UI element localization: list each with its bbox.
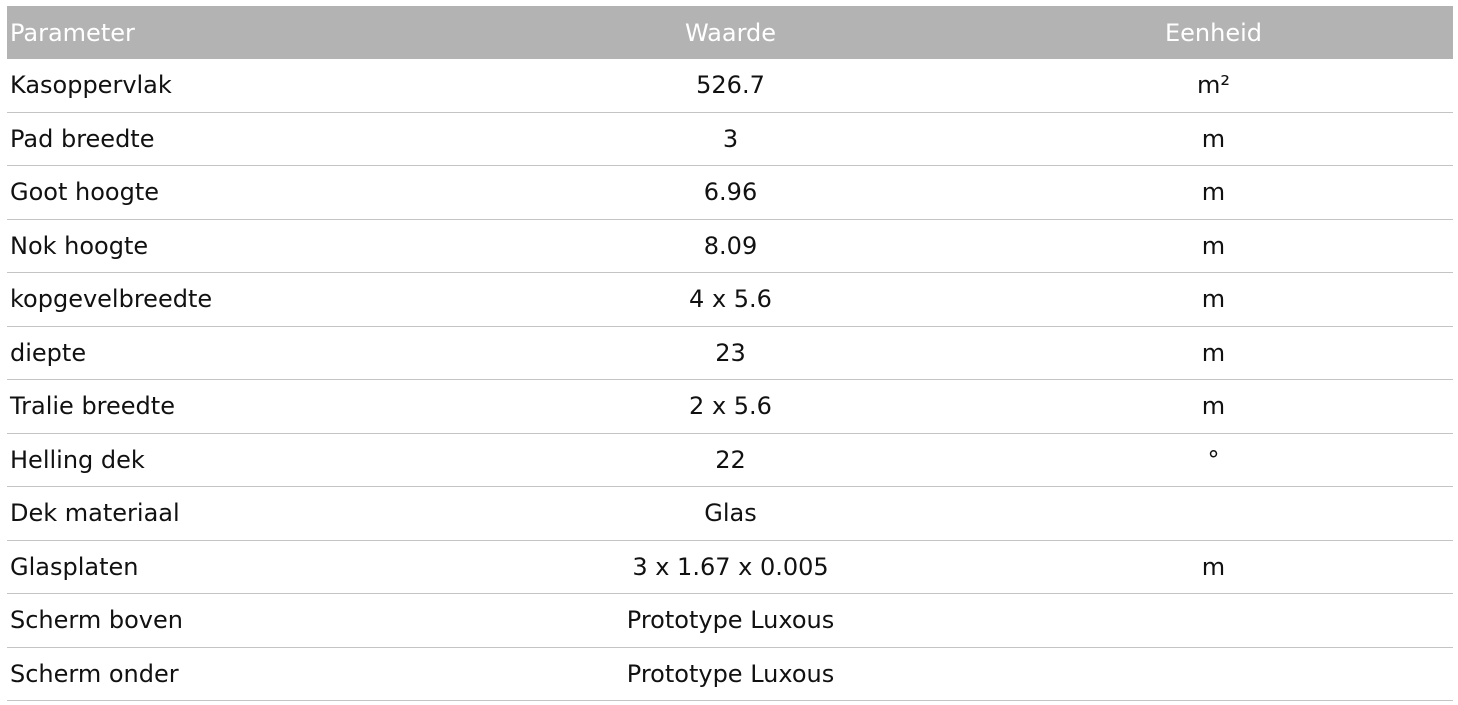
cell-parameter: Goot hoogte [10, 178, 159, 207]
cell-value: 3 [722, 124, 739, 153]
cell-unit: m [1201, 231, 1226, 260]
cell-unit: m [1201, 285, 1226, 314]
cell-parameter: Glasplaten [10, 552, 139, 581]
parameter-table: Parameter Waarde Eenheid Kasoppervlak 52… [7, 6, 1453, 701]
cell-parameter: Nok hoogte [10, 231, 149, 260]
table-row: Kasoppervlak 526.7 m² [7, 59, 1453, 113]
cell-parameter: Scherm boven [10, 606, 183, 635]
cell-value: 6.96 [703, 178, 758, 207]
table-row: Helling dek 22 ° [7, 434, 1453, 487]
header-waarde: Waarde [684, 18, 777, 47]
cell-value: 22 [715, 445, 746, 474]
cell-value: 526.7 [696, 71, 765, 100]
cell-value: 2 x 5.6 [689, 392, 772, 421]
cell-value: 23 [715, 338, 746, 367]
cell-unit: m [1201, 392, 1226, 421]
cell-value: 8.09 [703, 231, 758, 260]
cell-parameter: Helling dek [10, 445, 145, 474]
cell-parameter: diepte [10, 338, 87, 367]
header-parameter: Parameter [10, 18, 135, 47]
cell-parameter: kopgevelbreedte [10, 285, 213, 314]
cell-value: Prototype Luxous [626, 659, 835, 688]
cell-unit: m² [1197, 71, 1230, 100]
cell-parameter: Dek materiaal [10, 499, 180, 528]
table-row: Scherm onder Prototype Luxous [7, 648, 1453, 701]
cell-value: 3 x 1.67 x 0.005 [632, 552, 829, 581]
cell-unit: m [1201, 338, 1226, 367]
table-row: Glasplaten 3 x 1.67 x 0.005 m [7, 541, 1453, 594]
cell-unit: m [1201, 552, 1226, 581]
cell-unit: m [1201, 178, 1226, 207]
cell-value: Prototype Luxous [626, 606, 835, 635]
header-eenheid: Eenheid [1164, 18, 1263, 47]
cell-parameter: Kasoppervlak [10, 71, 172, 100]
cell-parameter: Scherm onder [10, 659, 179, 688]
table-row: Scherm boven Prototype Luxous [7, 594, 1453, 648]
table-row: Dek materiaal Glas [7, 487, 1453, 541]
cell-value: 4 x 5.6 [689, 285, 772, 314]
table-row: Pad breedte 3 m [7, 113, 1453, 166]
table-header: Parameter Waarde Eenheid [7, 6, 1453, 59]
table-row: Goot hoogte 6.96 m [7, 166, 1453, 220]
table-row: kopgevelbreedte 4 x 5.6 m [7, 273, 1453, 327]
table-row: Tralie breedte 2 x 5.6 m [7, 380, 1453, 434]
cell-parameter: Pad breedte [10, 124, 155, 153]
cell-unit: m [1201, 124, 1226, 153]
table-row: diepte 23 m [7, 327, 1453, 380]
table-row: Nok hoogte 8.09 m [7, 220, 1453, 273]
cell-unit: ° [1207, 445, 1220, 474]
cell-value: Glas [704, 499, 757, 528]
cell-parameter: Tralie breedte [10, 392, 175, 421]
